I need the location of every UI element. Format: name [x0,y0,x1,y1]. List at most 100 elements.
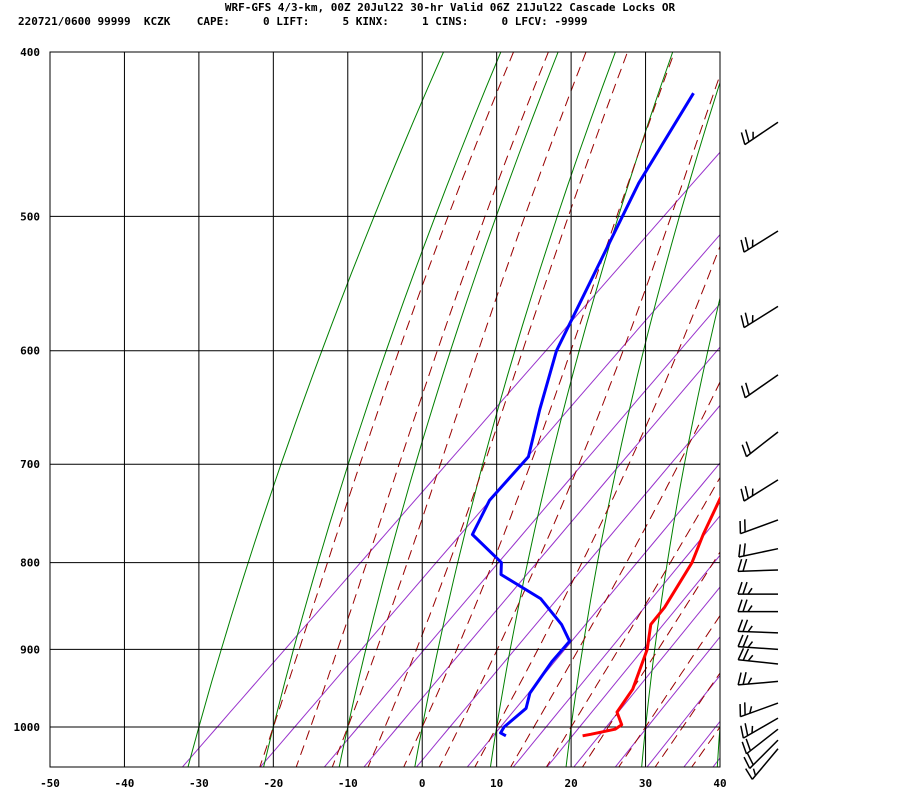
dry-adiabat [641,296,720,767]
wind-barb-feather [747,587,753,595]
x-tick-label--10: -10 [338,777,358,790]
x-tick-label-40: 40 [713,777,726,790]
wind-barbs [737,121,779,780]
mixing-ratio-lines [181,151,720,767]
wind-barb-shaft [746,431,779,458]
mixing-ratio-line [683,720,720,767]
x-tick-label-0: 0 [419,777,426,790]
mixing-ratio-line [614,636,720,767]
dry-adiabats [187,14,900,770]
wind-barb [739,519,779,535]
wind-barb-feather [744,312,750,326]
wind-barb-shaft [743,479,779,502]
wind-barb-feather [744,723,749,736]
wind-barb [740,121,779,146]
wind-barb-feather [742,648,750,661]
wind-barb-shaft [743,305,779,329]
wind-barb-feather [747,641,754,648]
y-tick-label-700: 700 [20,458,40,471]
plot-frame [49,51,721,768]
moist-adiabat [691,726,720,767]
wind-barb-feather [745,441,752,454]
mixing-ratio-line [573,586,720,767]
station-indices: 220721/0600 99999 KCZK CAPE: 0 LIFT: 5 K… [18,15,588,28]
mixing-ratio-line [415,404,720,767]
wind-barb-shaft [738,680,779,686]
dry-adiabat [489,52,674,767]
x-tick-label--40: -40 [115,777,135,790]
x-tick-label-20: 20 [564,777,577,790]
mixing-ratio-line [512,515,720,767]
x-tick-label-30: 30 [639,777,652,790]
wind-barb-shaft [744,374,779,399]
wind-barb-feather [737,647,745,661]
mixing-ratio-line [259,233,720,767]
y-tick-label-500: 500 [20,210,40,223]
wind-barb-feather [740,488,745,502]
wind-barb-feather [752,768,757,776]
x-tick-label--20: -20 [263,777,283,790]
dry-adiabat [793,14,900,770]
wind-barb [741,431,779,458]
wind-barb [740,717,779,739]
mixing-ratio-line [323,302,720,767]
wind-barb-shaft [740,702,779,718]
moist-adiabat [474,244,720,767]
moist-adiabat [654,672,720,767]
wind-barb-feather [741,444,748,457]
wind-barb-shaft [743,230,779,253]
moist-adiabat [367,52,629,767]
wind-barb [737,634,779,651]
grid-lines [50,52,720,767]
wind-barb [740,230,779,253]
wind-barb-feather [737,581,743,595]
y-tick-label-600: 600 [20,345,40,358]
wind-barb-feather [743,756,751,769]
wind-barb [737,558,779,573]
dry-adiabat [263,52,502,767]
moist-adiabat [295,52,549,767]
wind-barb [739,702,779,718]
wind-barb-feather [737,619,744,632]
wind-barb [737,647,779,665]
wind-barb-feather [737,599,743,612]
y-tick-label-1000: 1000 [14,721,41,734]
chart-title: WRF-GFS 4/3-km, 00Z 20Jul22 30-hr Valid … [224,1,676,14]
wind-barb-feather [740,385,746,399]
moist-adiabat [545,476,720,767]
wind-barb-shaft [749,739,779,769]
moist-adiabat [510,380,720,767]
wind-barb-feather [747,677,753,685]
moist-adiabat [331,52,587,767]
wind-barb-feather [737,558,743,572]
wind-barb [738,543,779,558]
wind-barb-feather [744,485,750,499]
wind-barb-shaft [744,121,779,146]
wind-barb-shaft [746,728,779,755]
temperature-trace [582,495,720,738]
wind-barb-feather [747,654,754,662]
wind-barb-shaft [740,519,779,535]
wind-barb-feather [742,634,749,648]
wind-barb-shaft [738,645,779,651]
wind-barb-shaft [737,630,779,634]
wind-barb-feather [742,619,749,632]
mixing-ratio-line [363,346,720,767]
mixing-ratio-line [546,554,720,767]
wind-barb-feather [740,315,745,328]
sounding-traces [470,92,720,738]
wind-barb-shaft [738,547,779,558]
wind-barb-feather [744,129,750,142]
moist-adiabat [403,52,675,767]
mixing-ratio-line [466,462,720,767]
y-tick-label-400: 400 [20,46,40,59]
wind-barb-feather [738,544,742,558]
wind-barb-shaft [751,748,779,780]
wind-barb-shaft [738,659,779,665]
axis-tick-labels: 400 500 600 700 800 900 1000 -50 -40 -30 -20 -10 0 10… [14,46,727,790]
wind-barb [737,599,778,613]
wind-barb-feather [737,634,744,647]
wind-barb-feather [737,672,742,686]
wind-barb [740,305,779,329]
